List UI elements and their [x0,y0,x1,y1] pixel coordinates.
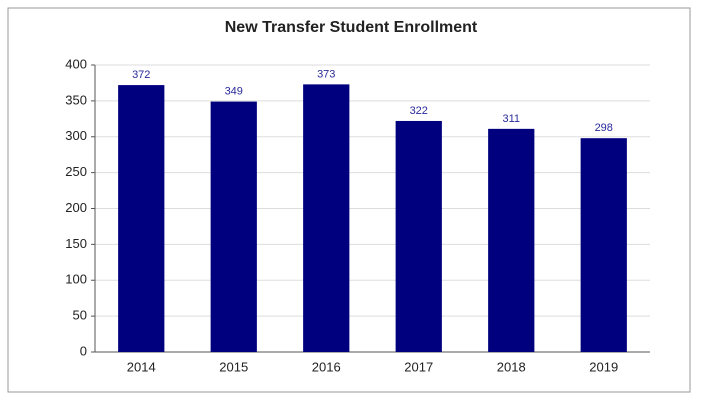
chart-frame [7,7,691,393]
y-tick-label: 50 [73,308,87,323]
value-label: 311 [502,113,520,125]
y-tick-label: 200 [65,200,87,215]
value-label: 372 [132,69,150,81]
value-label: 322 [410,105,428,117]
bar [118,85,165,352]
value-label: 349 [225,85,243,97]
y-tick-label: 350 [65,92,87,107]
x-tick-label: 2015 [219,359,248,374]
value-label: 298 [595,122,613,134]
bar [303,84,350,352]
bar [488,128,535,352]
y-tick-label: 100 [65,272,87,287]
bar [580,138,627,352]
y-tick-label: 150 [65,236,87,251]
value-label: 373 [317,68,335,80]
chart-title: New Transfer Student Enrollment [225,19,478,36]
y-tick-label: 400 [65,56,87,71]
y-tick-label: 300 [65,128,87,143]
bar [210,101,257,352]
x-tick-label: 2019 [589,359,618,374]
y-tick-label: 250 [65,164,87,179]
bar [395,120,442,352]
x-tick-label: 2017 [404,359,433,374]
x-tick-label: 2014 [127,359,156,374]
y-tick-label: 0 [80,343,87,358]
x-tick-label: 2016 [312,359,341,374]
x-tick-label: 2018 [497,359,526,374]
